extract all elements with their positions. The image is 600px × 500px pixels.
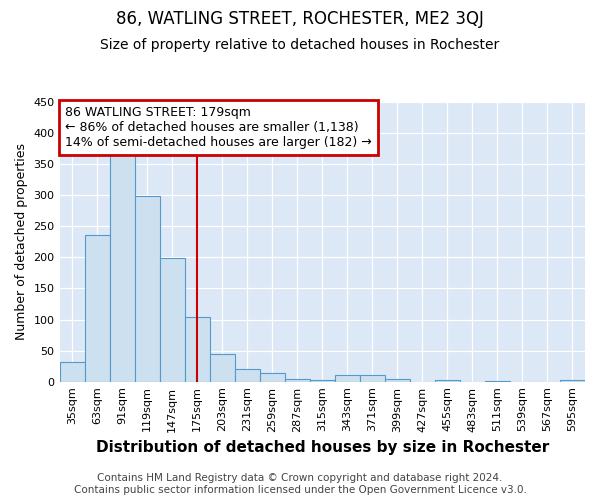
- Bar: [560, 380, 585, 382]
- Bar: [134, 196, 160, 382]
- Bar: [310, 380, 335, 382]
- Text: Size of property relative to detached houses in Rochester: Size of property relative to detached ho…: [100, 38, 500, 52]
- Text: 86, WATLING STREET, ROCHESTER, ME2 3QJ: 86, WATLING STREET, ROCHESTER, ME2 3QJ: [116, 10, 484, 28]
- Bar: [385, 379, 410, 382]
- Bar: [335, 376, 360, 382]
- Bar: [435, 380, 460, 382]
- Bar: [235, 368, 260, 382]
- Bar: [85, 235, 110, 382]
- Text: Contains HM Land Registry data © Crown copyright and database right 2024.
Contai: Contains HM Land Registry data © Crown c…: [74, 474, 526, 495]
- Bar: [260, 373, 285, 382]
- Text: 86 WATLING STREET: 179sqm
← 86% of detached houses are smaller (1,138)
14% of se: 86 WATLING STREET: 179sqm ← 86% of detac…: [65, 106, 371, 149]
- Bar: [110, 152, 134, 382]
- Bar: [285, 378, 310, 382]
- Bar: [185, 317, 209, 382]
- Bar: [160, 258, 185, 382]
- Bar: [59, 362, 85, 382]
- X-axis label: Distribution of detached houses by size in Rochester: Distribution of detached houses by size …: [95, 440, 549, 455]
- Bar: [209, 354, 235, 382]
- Y-axis label: Number of detached properties: Number of detached properties: [15, 144, 28, 340]
- Bar: [360, 376, 385, 382]
- Bar: [485, 381, 510, 382]
